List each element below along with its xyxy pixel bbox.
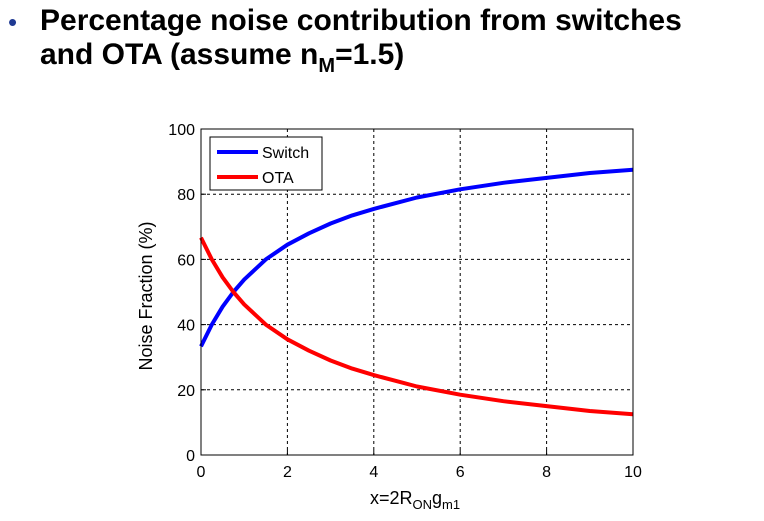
legend-label-ota: OTA [262, 170, 294, 187]
series-lines [199, 167, 634, 417]
x-tick-label: 4 [369, 464, 378, 481]
y-tick-label: 20 [177, 383, 195, 400]
y-tick-label: 80 [177, 187, 195, 204]
x-tick-label: 10 [624, 464, 642, 481]
legend: Switch OTA [209, 136, 323, 191]
x-label-mid: g [432, 488, 442, 508]
bullet-marker: • [8, 7, 18, 37]
title-line-2: and OTA (assume nM=1.5) [40, 38, 760, 83]
legend-label-switch: Switch [262, 145, 309, 162]
x-label-main: x=2R [370, 488, 413, 508]
slide-title: Percentage noise contribution from switc… [40, 4, 760, 83]
title-line-1: Percentage noise contribution from switc… [40, 4, 682, 37]
title-subscript: M [318, 55, 336, 77]
y-axis-label: Noise Fraction (%) [136, 221, 156, 370]
x-tick-label: 2 [283, 464, 292, 481]
y-tick-label: 0 [186, 448, 195, 465]
y-tick-label: 40 [177, 318, 195, 335]
x-axis-label: x=2RONgm1 [370, 488, 460, 512]
series-line-switch [199, 167, 634, 348]
x-label-sub1: ON [412, 497, 432, 512]
legend-box [209, 136, 323, 191]
title-line-2-pre: and OTA (assume n [40, 38, 319, 71]
series-line-ota [199, 236, 634, 417]
y-tick-label: 100 [168, 122, 195, 139]
title-line-2-post: =1.5) [335, 38, 405, 71]
plot-frame [200, 128, 634, 456]
y-tick-label: 60 [177, 252, 195, 269]
x-tick-label: 0 [197, 464, 206, 481]
x-tick-label: 8 [542, 464, 551, 481]
x-label-sub2: m1 [442, 497, 460, 512]
x-tick-label: 6 [456, 464, 465, 481]
